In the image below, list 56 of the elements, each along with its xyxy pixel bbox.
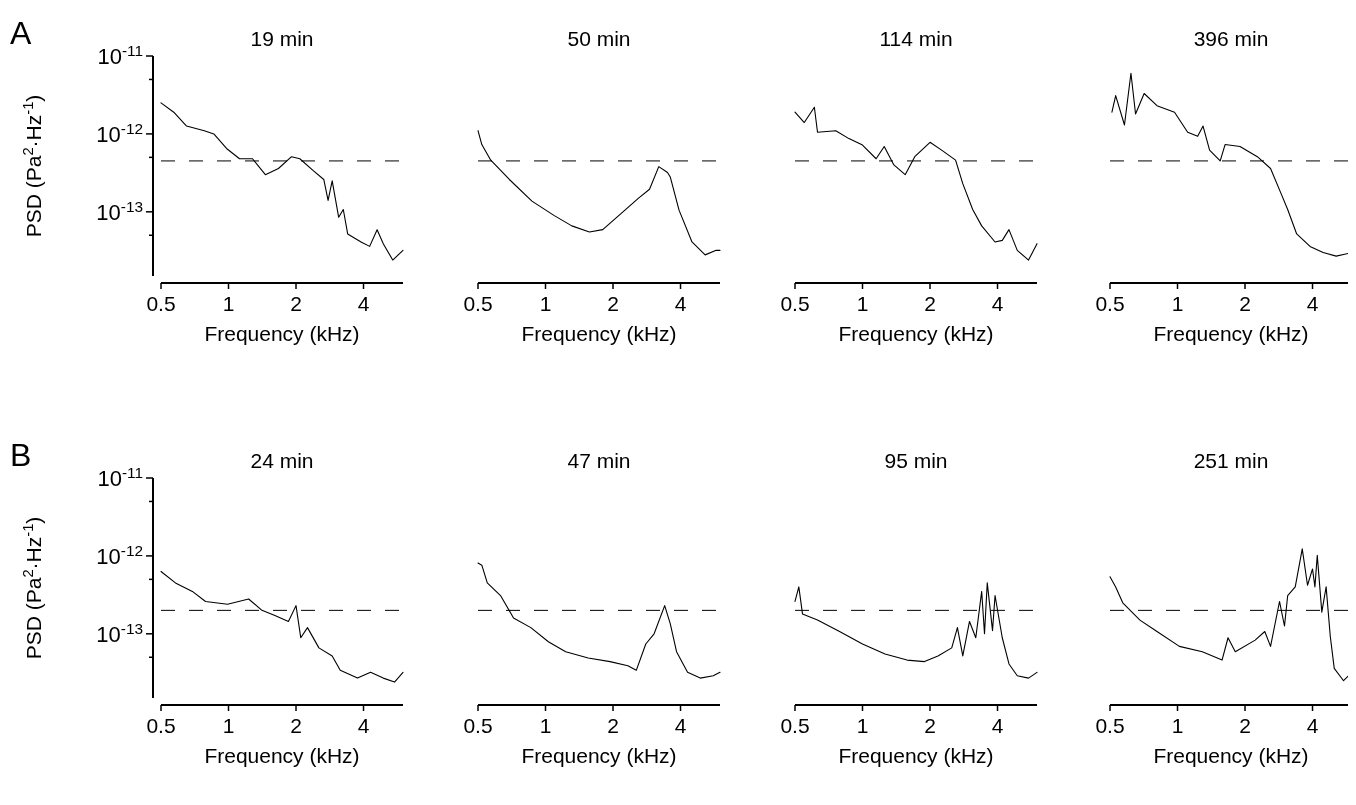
x-axis-title: Frequency (kHz) bbox=[204, 744, 360, 767]
x-axis-title: Frequency (kHz) bbox=[1153, 322, 1309, 345]
y-tick-label: 10$^{-12}$ bbox=[96, 541, 143, 569]
x-tick-label: 2 bbox=[607, 714, 619, 737]
chart-title: 95 min bbox=[884, 449, 948, 472]
x-tick-label: 4 bbox=[357, 714, 370, 737]
x-tick-label: 2 bbox=[607, 292, 619, 315]
x-tick-label: 2 bbox=[1239, 292, 1251, 315]
x-tick-label: 1 bbox=[539, 714, 552, 737]
x-tick-label: 1 bbox=[222, 292, 235, 315]
x-axis-title: Frequency (kHz) bbox=[204, 322, 360, 345]
x-tick-label: 0.5 bbox=[780, 714, 810, 737]
x-axis-title: Frequency (kHz) bbox=[521, 322, 677, 345]
x-tick-label: 1 bbox=[856, 292, 869, 315]
x-tick-label: 4 bbox=[1306, 714, 1319, 737]
chart-title: 251 min bbox=[1193, 449, 1269, 472]
text: A bbox=[10, 15, 32, 51]
x-axis-title: Frequency (kHz) bbox=[521, 744, 677, 767]
x-tick-label: 1 bbox=[1171, 292, 1184, 315]
x-tick-label: 2 bbox=[924, 292, 936, 315]
chart-title: 50 min bbox=[567, 27, 631, 50]
x-tick-label: 4 bbox=[1306, 292, 1319, 315]
x-tick-label: 0.5 bbox=[780, 292, 810, 315]
x-tick-label: 4 bbox=[674, 292, 687, 315]
x-tick-label: 2 bbox=[290, 292, 302, 315]
y-tick-label: 10$^{-11}$ bbox=[97, 463, 143, 491]
x-axis-title: Frequency (kHz) bbox=[1153, 744, 1309, 767]
x-tick-label: 0.5 bbox=[463, 292, 493, 315]
text: B bbox=[10, 437, 32, 473]
x-axis-title: Frequency (kHz) bbox=[838, 322, 994, 345]
x-tick-label: 1 bbox=[539, 292, 552, 315]
x-tick-label: 4 bbox=[991, 714, 1004, 737]
x-tick-label: 0.5 bbox=[146, 714, 176, 737]
chart-title: 47 min bbox=[567, 449, 631, 472]
y-tick-label: 10$^{-13}$ bbox=[96, 197, 143, 225]
x-tick-label: 2 bbox=[290, 714, 302, 737]
x-tick-label: 0.5 bbox=[1095, 292, 1125, 315]
chart-title: 396 min bbox=[1193, 27, 1269, 50]
x-tick-label: 2 bbox=[924, 714, 936, 737]
x-tick-label: 4 bbox=[674, 714, 687, 737]
x-tick-label: 0.5 bbox=[463, 714, 493, 737]
x-tick-label: 0.5 bbox=[146, 292, 176, 315]
y-tick-label: 10$^{-12}$ bbox=[96, 119, 143, 147]
chart-title: 114 min bbox=[879, 27, 953, 50]
y-tick-label: 10$^{-13}$ bbox=[96, 619, 143, 647]
x-axis-title: Frequency (kHz) bbox=[838, 744, 994, 767]
chart-title: 24 min bbox=[250, 449, 314, 472]
x-tick-label: 4 bbox=[991, 292, 1004, 315]
x-tick-label: 0.5 bbox=[1095, 714, 1125, 737]
y-tick-label: 10$^{-11}$ bbox=[97, 41, 143, 69]
x-tick-label: 2 bbox=[1239, 714, 1251, 737]
chart-title: 19 min bbox=[250, 27, 314, 50]
x-tick-label: 1 bbox=[222, 714, 235, 737]
x-tick-label: 4 bbox=[357, 292, 370, 315]
x-tick-label: 1 bbox=[1171, 714, 1184, 737]
x-tick-label: 1 bbox=[856, 714, 869, 737]
